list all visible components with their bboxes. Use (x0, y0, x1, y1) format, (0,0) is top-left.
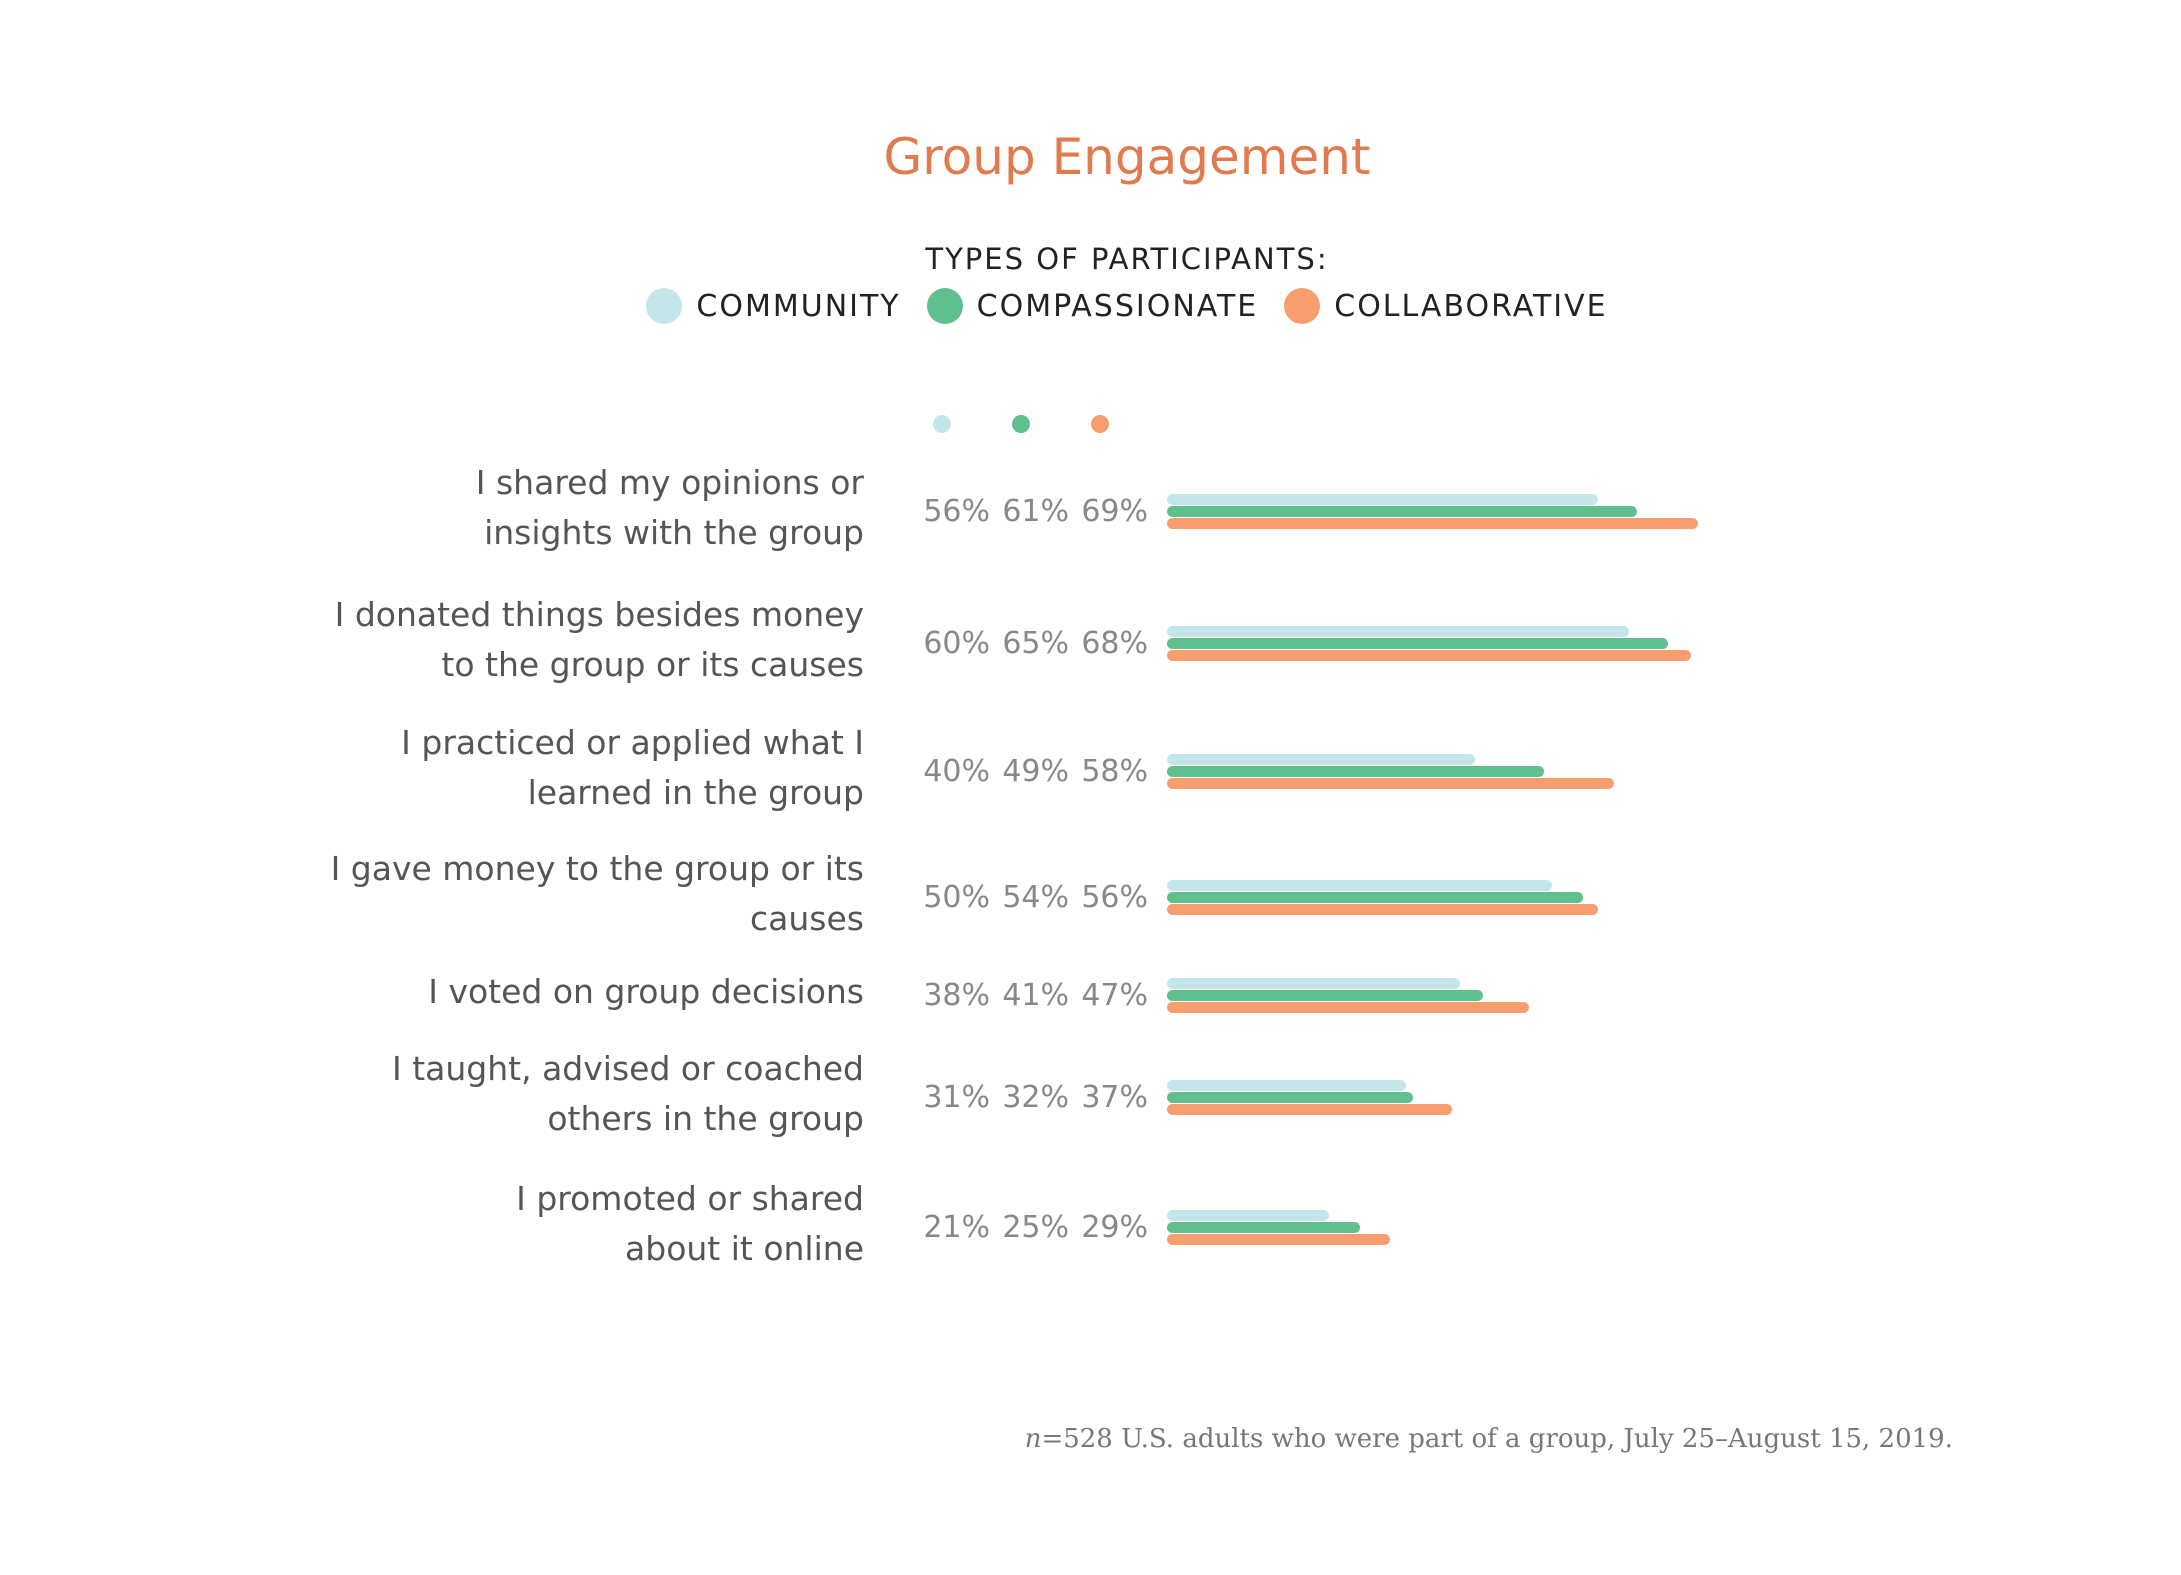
data-label: 50% (923, 880, 990, 915)
data-label: 29% (1081, 1210, 1148, 1245)
category-label-line: I practiced or applied what I (401, 723, 864, 762)
footnote-text: =528 U.S. adults who were part of a grou… (1041, 1424, 1953, 1454)
category-label-line: learned in the group (527, 773, 864, 812)
bar-community (1167, 494, 1599, 505)
category-label-line: about it online (625, 1229, 864, 1268)
data-label: 38% (923, 978, 990, 1013)
data-label: 58% (1081, 754, 1148, 789)
data-label: 21% (923, 1210, 990, 1245)
data-label: 69% (1081, 494, 1148, 529)
collaborative-column-dot-icon (1091, 415, 1109, 433)
legend-label: COLLABORATIVE (1334, 288, 1608, 324)
bar-community (1167, 754, 1475, 765)
category-label: I taught, advised or coached others in th… (164, 1044, 864, 1144)
category-label: I gave money to the group or its causes (164, 844, 864, 944)
data-label: 37% (1081, 1080, 1148, 1115)
bar-compassionate (1167, 506, 1637, 517)
legend-label: COMPASSIONATE (976, 288, 1259, 324)
data-label: 41% (1002, 978, 1069, 1013)
category-label-line: I taught, advised or coached (392, 1049, 864, 1088)
bar-collaborative (1167, 1002, 1529, 1013)
bar-collaborative (1167, 518, 1699, 529)
bar-collaborative (1167, 1104, 1452, 1115)
legend-item-collaborative: COLLABORATIVE (1284, 288, 1607, 324)
category-label-line: others in the group (547, 1099, 864, 1138)
community-column-dot-icon (933, 415, 951, 433)
data-label: 54% (1002, 880, 1069, 915)
data-label: 56% (923, 494, 990, 529)
compassionate-column-dot-icon (1012, 415, 1030, 433)
bar-compassionate (1167, 1092, 1414, 1103)
bar-compassionate (1167, 990, 1483, 1001)
bar-collaborative (1167, 1234, 1391, 1245)
category-label-line: to the group or its causes (441, 645, 864, 684)
data-label: 25% (1002, 1210, 1069, 1245)
legend-title: TYPES OF PARTICIPANTS: (925, 242, 1329, 276)
bar-community (1167, 626, 1629, 637)
data-label: 60% (923, 626, 990, 661)
category-label-line: I promoted or shared (516, 1179, 864, 1218)
bar-community (1167, 1210, 1329, 1221)
bar-community (1167, 978, 1460, 989)
category-label-line: I shared my opinions or (475, 463, 864, 502)
legend-item-compassionate: COMPASSIONATE (926, 288, 1259, 324)
footnote: n=528 U.S. adults who were part of a gro… (1025, 1424, 1953, 1454)
category-label: I voted on group decisions (164, 967, 864, 1017)
bar-compassionate (1167, 766, 1545, 777)
compassionate-swatch-icon (926, 288, 963, 324)
category-label-line: insights with the group (484, 513, 864, 552)
data-label: 56% (1081, 880, 1148, 915)
legend: COMMUNITY COMPASSIONATE COLLABORATIVE (0, 288, 2181, 324)
data-label: 65% (1002, 626, 1069, 661)
category-label-line: I voted on group decisions (428, 972, 864, 1011)
chart-title: Group Engagement (883, 128, 1371, 186)
bar-community (1167, 880, 1552, 891)
category-label: I practiced or applied what I learned in … (164, 718, 864, 818)
bar-collaborative (1167, 650, 1691, 661)
category-label-line: I donated things besides money (334, 595, 864, 634)
data-label: 31% (923, 1080, 990, 1115)
data-label: 47% (1081, 978, 1148, 1013)
bar-compassionate (1167, 638, 1668, 649)
category-label-line: I gave money to the group or its (330, 849, 864, 888)
data-label: 40% (923, 754, 990, 789)
bar-community (1167, 1080, 1406, 1091)
footnote-n: n (1024, 1424, 1042, 1454)
bar-collaborative (1167, 778, 1614, 789)
bar-collaborative (1167, 904, 1599, 915)
data-label: 68% (1081, 626, 1148, 661)
category-label: I shared my opinions or insights with the… (164, 458, 864, 558)
data-label: 32% (1002, 1080, 1069, 1115)
data-label: 49% (1002, 754, 1069, 789)
category-label-line: causes (750, 899, 864, 938)
category-label: I promoted or shared about it online (164, 1174, 864, 1274)
bar-compassionate (1167, 1222, 1360, 1233)
legend-item-community: COMMUNITY (646, 288, 900, 324)
bar-compassionate (1167, 892, 1583, 903)
data-label: 61% (1002, 494, 1069, 529)
category-label: I donated things besides money to the gro… (164, 590, 864, 690)
collaborative-swatch-icon (1284, 288, 1321, 324)
community-swatch-icon (646, 288, 683, 324)
legend-label: COMMUNITY (696, 288, 901, 324)
